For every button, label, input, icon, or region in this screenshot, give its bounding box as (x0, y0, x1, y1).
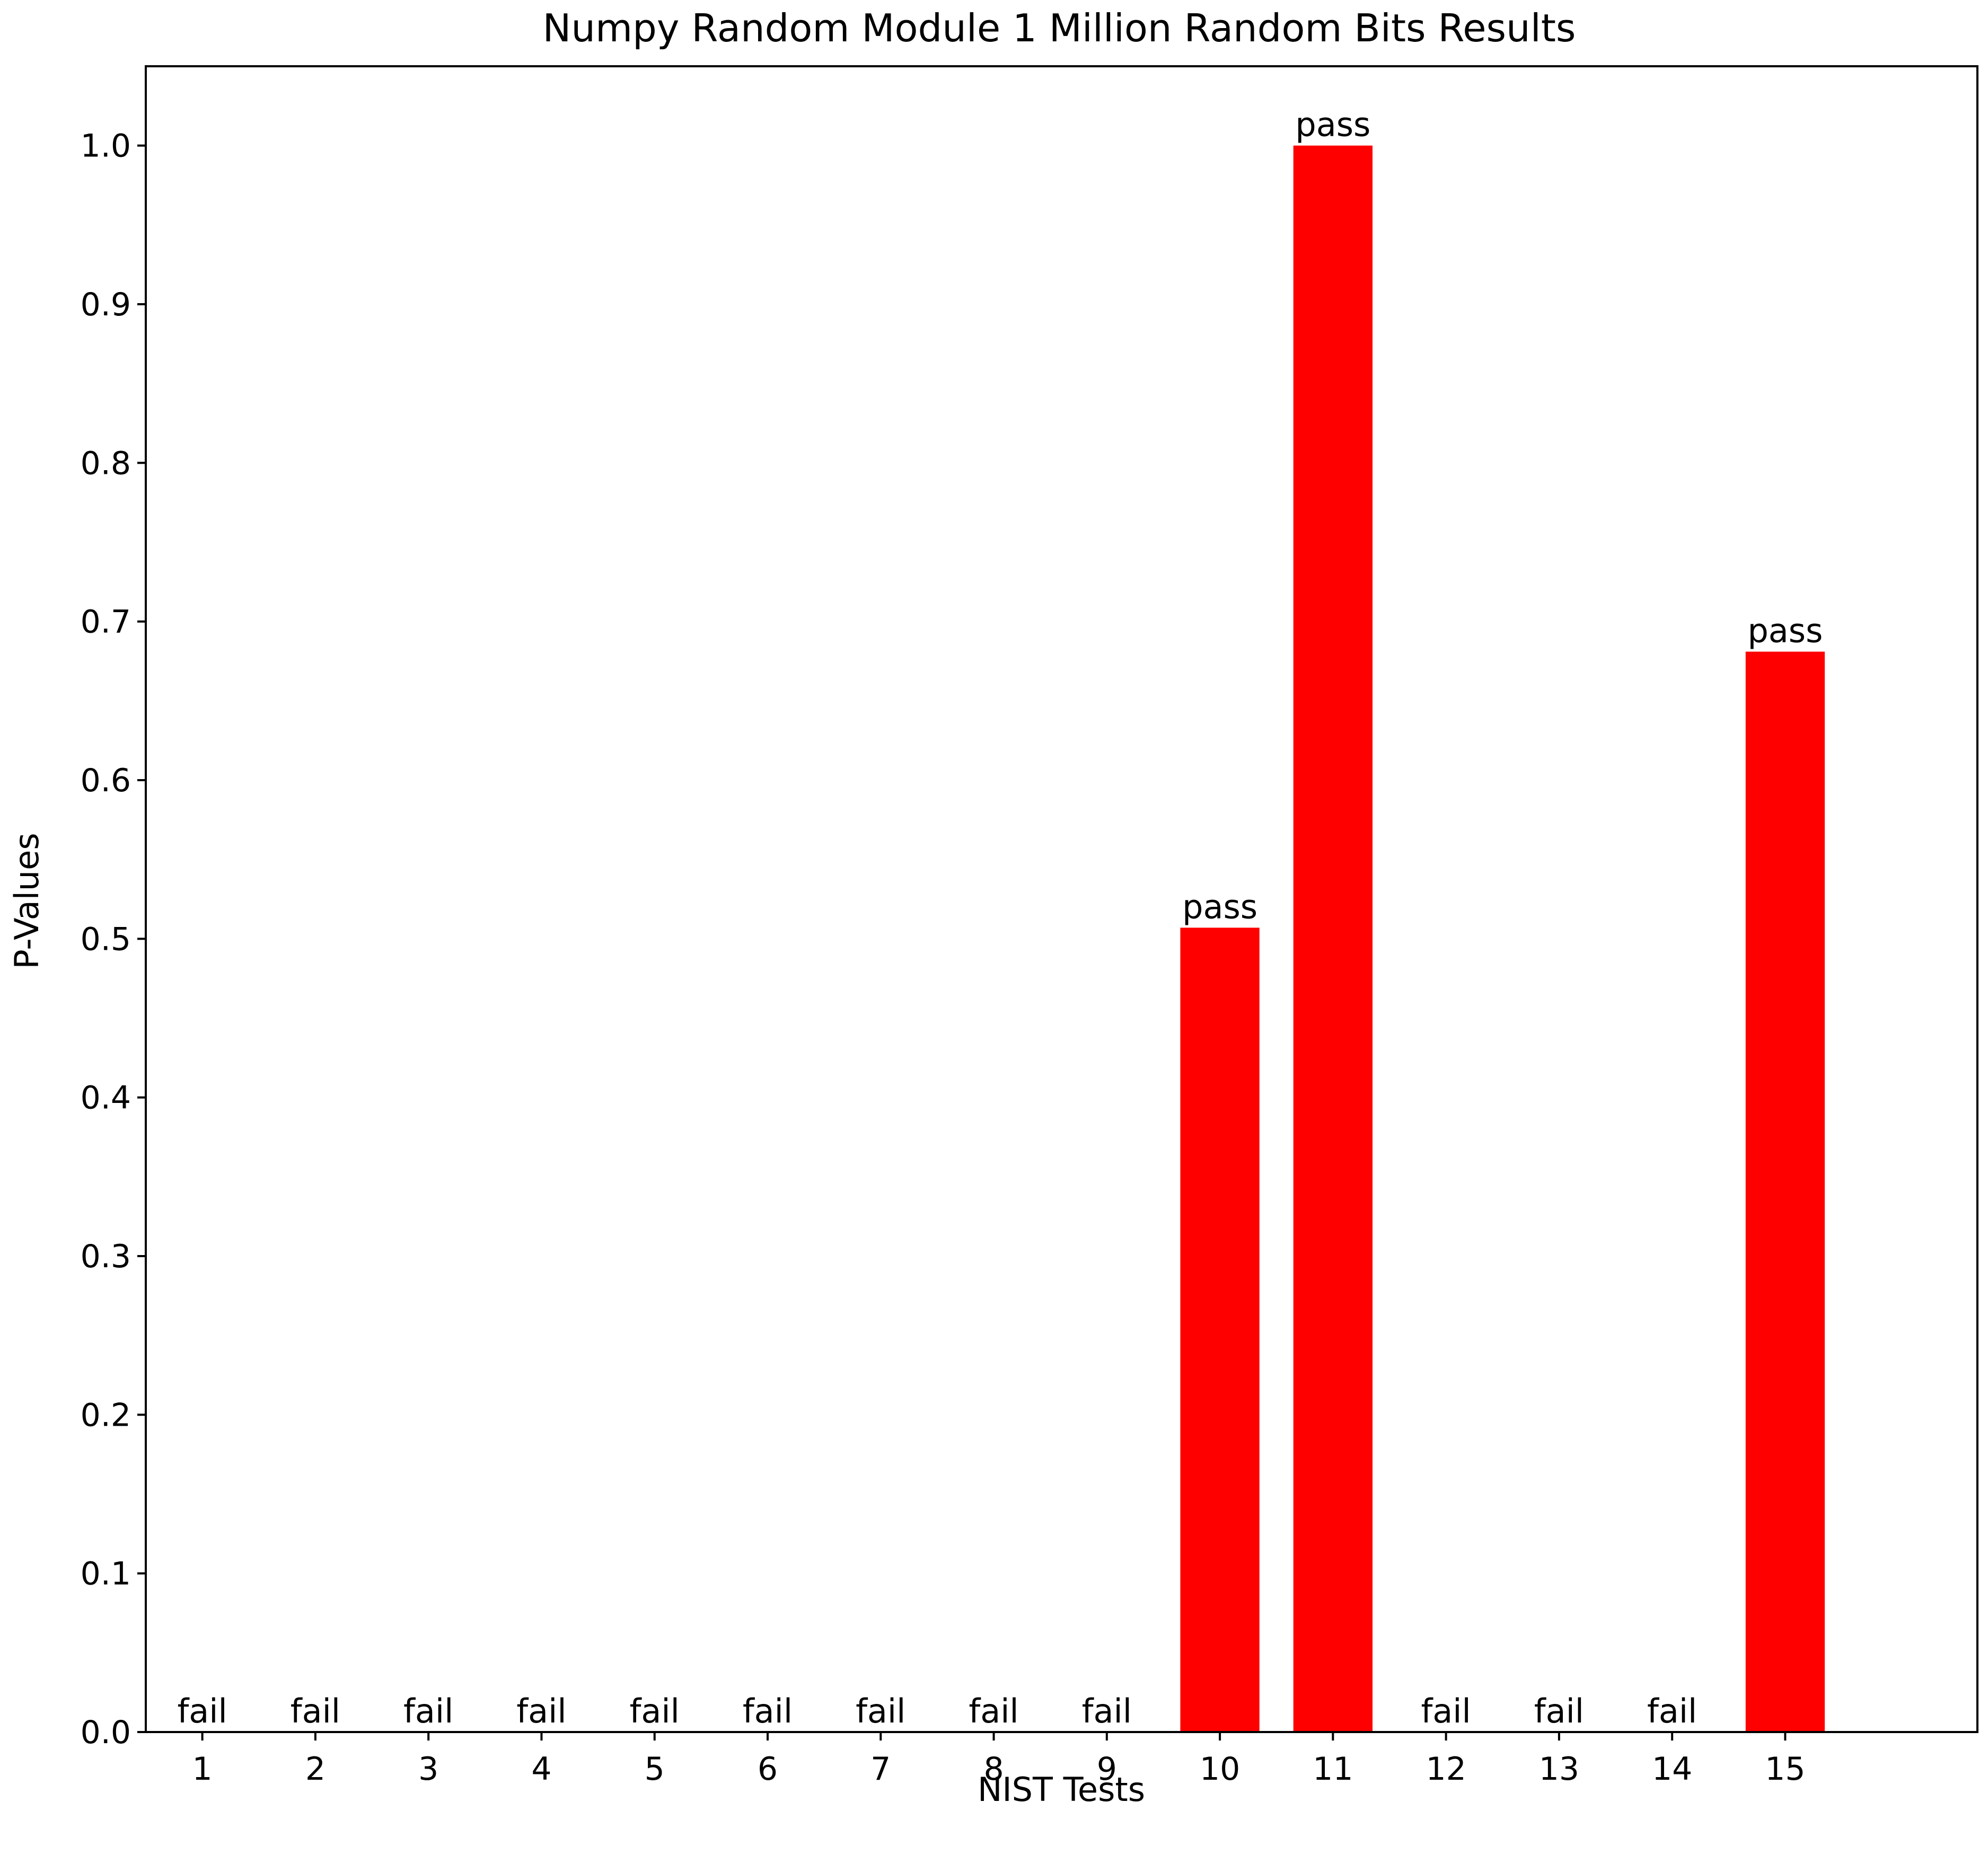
bar-15 (1745, 651, 1825, 1732)
y-tick-label: 0.8 (81, 445, 131, 482)
bar-label-10: pass (1182, 887, 1257, 926)
x-tick-label: 8 (983, 1751, 1004, 1788)
y-tick-label: 0.6 (81, 762, 131, 799)
bar-label-2: fail (291, 1692, 340, 1730)
bar-label-4: fail (516, 1692, 566, 1730)
x-tick-label: 14 (1652, 1751, 1692, 1788)
y-tick-label: 0.7 (81, 604, 131, 641)
x-tick-label: 4 (531, 1751, 551, 1788)
y-axis-label: P-Values (7, 833, 46, 969)
x-tick-label: 10 (1200, 1751, 1240, 1788)
x-tick-label: 15 (1765, 1751, 1805, 1788)
x-tick-label: 9 (1097, 1751, 1117, 1788)
bar-10 (1180, 928, 1260, 1732)
y-tick-label: 0.1 (81, 1556, 131, 1593)
bar-label-3: fail (403, 1692, 453, 1730)
bar-label-6: fail (743, 1692, 793, 1730)
x-tick-label: 2 (305, 1751, 326, 1788)
chart-title: Numpy Random Module 1 Million Random Bit… (543, 6, 1576, 50)
bar-label-13: fail (1534, 1692, 1584, 1730)
x-axis: 1 2 3 4 5 6 7 8 9 10 11 12 13 14 15 (192, 1732, 1806, 1788)
y-tick-label: 0.5 (81, 921, 131, 958)
x-tick-label: 13 (1539, 1751, 1579, 1788)
x-tick-label: 3 (418, 1751, 438, 1788)
y-tick-label: 0.4 (81, 1080, 131, 1117)
axes-frame (145, 65, 1978, 1733)
bar-label-12: fail (1421, 1692, 1471, 1730)
y-tick-label: 0.9 (81, 286, 131, 323)
bar-label-1: fail (177, 1692, 227, 1730)
y-tick-label: 0.0 (81, 1714, 131, 1751)
x-tick-label: 6 (758, 1751, 778, 1788)
y-tick-label: 0.2 (81, 1397, 131, 1434)
y-axis: 0.0 0.1 0.2 0.3 0.4 0.5 0.6 0.7 0.8 0.9 1.0 (81, 128, 146, 1751)
x-tick-label: 12 (1426, 1751, 1466, 1788)
bar-label-15: pass (1747, 612, 1823, 650)
bar-label-14: fail (1647, 1692, 1697, 1730)
x-tick-label: 1 (192, 1751, 213, 1788)
bar-label-7: fail (856, 1692, 905, 1730)
x-tick-label: 5 (645, 1751, 665, 1788)
bar-11 (1293, 145, 1373, 1732)
bar-label-8: fail (969, 1692, 1018, 1730)
x-tick-label: 11 (1313, 1751, 1353, 1788)
bar-label-5: fail (630, 1692, 680, 1730)
y-tick-label: 1.0 (81, 128, 131, 165)
y-tick-label: 0.3 (81, 1238, 131, 1275)
plot-area: fail fail fail fail fail fail fail fail fail pass… (177, 105, 1825, 1732)
x-axis-label: NIST Tests (978, 1770, 1145, 1809)
bar-label-11: pass (1295, 105, 1370, 144)
bar-label-9: fail (1082, 1692, 1132, 1730)
x-tick-label: 7 (870, 1751, 891, 1788)
